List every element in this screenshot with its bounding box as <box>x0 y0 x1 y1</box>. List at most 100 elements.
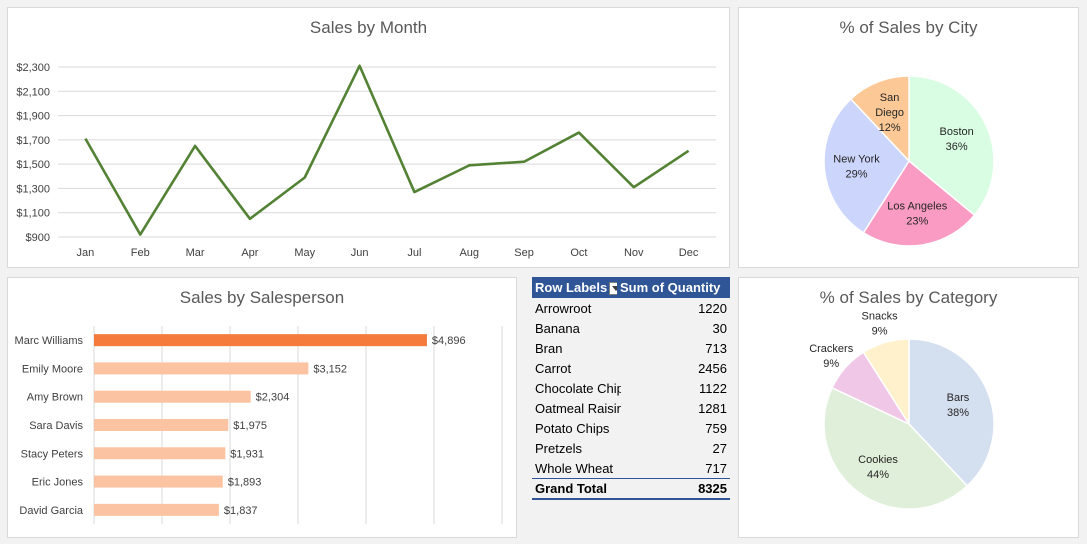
slice-percent-label: 12% <box>879 122 901 134</box>
chart-title: % of Sales by City <box>839 18 978 37</box>
pie-slice <box>823 97 910 234</box>
y-tick-label: $1,500 <box>16 159 50 171</box>
slice-percent-label: 44% <box>867 469 889 481</box>
category-label: Sara Davis <box>29 420 83 432</box>
bar <box>94 503 219 516</box>
row-value: 759 <box>705 420 727 436</box>
x-tick-label: Dec <box>679 247 699 259</box>
y-tick-label: $900 <box>26 232 50 244</box>
slice-label: Crackers <box>809 343 854 355</box>
category-label: Emily Moore <box>22 363 83 375</box>
row-value: 27 <box>712 440 727 456</box>
slice-percent-label: 29% <box>846 168 868 180</box>
x-tick-label: May <box>294 247 315 259</box>
sales-by-category-panel[interactable]: % of Sales by Category Bars 38% Cookies 44%… <box>738 277 1079 538</box>
x-tick-label: Oct <box>570 247 587 259</box>
sales-by-salesperson-panel[interactable]: Sales by Salesperson Marc Williams $4,896… <box>7 277 517 538</box>
row-label: Oatmeal Raisin <box>535 400 621 416</box>
category-label: Marc Williams <box>15 335 84 347</box>
x-tick-label: Feb <box>131 247 150 259</box>
row-label: Carrot <box>535 360 572 376</box>
x-tick-label: Jul <box>407 247 421 259</box>
row-value: 1281 <box>698 400 727 416</box>
category-label: Eric Jones <box>32 477 84 489</box>
table-row: Oatmeal Raisin 1281 <box>532 398 730 418</box>
y-tick-label: $2,100 <box>16 86 50 98</box>
chart-title: Sales by Salesperson <box>179 288 345 307</box>
category-label: David Garcia <box>19 505 83 517</box>
slice-percent-label: 36% <box>946 141 968 153</box>
x-tick-label: Aug <box>459 247 479 259</box>
pie-slice <box>908 75 995 217</box>
table-row: Carrot 2456 <box>532 358 730 378</box>
row-labels-header: Row Labels <box>532 280 617 296</box>
data-label: $1,931 <box>230 448 264 460</box>
x-tick-label: Jan <box>77 247 95 259</box>
sales-by-month-panel[interactable]: Sales by Month $900 $1,100 $1,300 $1,500 $1,… <box>7 7 730 268</box>
pie-slice <box>862 338 910 427</box>
row-value: 1122 <box>699 380 727 396</box>
slice-label: Snacks <box>862 310 899 322</box>
pie-slice <box>862 159 976 247</box>
x-tick-label: Apr <box>241 247 258 259</box>
sum-quantity-header: Sum of Quantity <box>620 280 721 295</box>
row-value: 713 <box>705 340 727 356</box>
y-tick-label: $1,900 <box>16 111 50 123</box>
data-label: $3,152 <box>313 363 347 375</box>
pie-slice <box>823 386 969 510</box>
series-line <box>84 64 690 236</box>
pivot-table[interactable]: Row Labels Sum of Quantity Arrowroot 1220… <box>532 277 730 500</box>
bar <box>94 447 226 460</box>
table-row: Bran 713 <box>532 338 730 358</box>
filter-dropdown-icon[interactable] <box>609 282 617 296</box>
y-tick-label: $1,100 <box>16 208 50 220</box>
pie-slice <box>908 338 995 488</box>
bar <box>94 390 251 403</box>
row-label: Bran <box>535 340 563 356</box>
row-label: Potato Chips <box>535 420 610 436</box>
bar <box>94 475 223 488</box>
data-label: $4,896 <box>432 335 466 347</box>
y-tick-label: $2,300 <box>16 62 50 74</box>
table-row: Banana 30 <box>532 318 730 338</box>
x-tick-label: Nov <box>624 247 644 259</box>
y-tick-label: $1,700 <box>16 135 50 147</box>
row-value: 717 <box>705 460 727 476</box>
grand-total-row: Grand Total 8325 <box>532 478 730 500</box>
row-value: 1220 <box>698 300 727 316</box>
bar <box>94 419 229 431</box>
table-row: Whole Wheat 717 <box>532 458 730 478</box>
slice-label: Bars <box>947 392 970 404</box>
grand-total-label: Grand Total <box>535 481 607 496</box>
sales-by-category-chart: Bars 38% Cookies 44% Crackers 9% Snacks 9% <box>809 310 995 510</box>
chart-title: Sales by Month <box>309 18 428 37</box>
slice-label: Los Angeles <box>887 201 947 213</box>
sales-by-month-chart: $900 $1,100 $1,300 $1,500 $1,700 $1,900 $2,100… <box>16 62 716 259</box>
slice-label: San <box>880 92 900 104</box>
table-row: Chocolate Chip 1122 <box>532 378 730 398</box>
data-label: $1,837 <box>224 505 258 517</box>
category-label: Amy Brown <box>27 392 83 404</box>
row-label: Banana <box>535 320 580 336</box>
bar <box>94 362 309 375</box>
slice-percent-label: 9% <box>823 358 839 370</box>
pivot-rows: Arrowroot 1220 Banana 30 Bran 713 Carrot 2456 Ch… <box>532 298 730 478</box>
pivot-header: Row Labels Sum of Quantity <box>532 277 730 298</box>
sales-by-salesperson-chart: Marc Williams $4,896 Emily Moore $3,152 Amy … <box>15 326 503 524</box>
slice-percent-label: 9% <box>872 325 888 337</box>
row-label: Arrowroot <box>535 300 592 316</box>
sales-by-city-panel[interactable]: % of Sales by City Boston 36% Los Angeles 2… <box>738 7 1079 268</box>
slice-percent-label: 38% <box>947 407 969 419</box>
slice-label: Diego <box>875 107 904 119</box>
row-value: 30 <box>712 320 727 336</box>
row-label: Pretzels <box>535 440 582 456</box>
slice-label: New York <box>833 153 880 165</box>
y-tick-label: $1,300 <box>16 183 50 195</box>
chart-title: % of Sales by Category <box>819 288 998 307</box>
x-tick-label: Mar <box>186 247 205 259</box>
data-label: $1,893 <box>228 477 262 489</box>
slice-label: Boston <box>940 126 974 138</box>
data-label: $2,304 <box>256 392 290 404</box>
data-label: $1,975 <box>233 420 267 432</box>
x-tick-label: Sep <box>514 247 534 259</box>
